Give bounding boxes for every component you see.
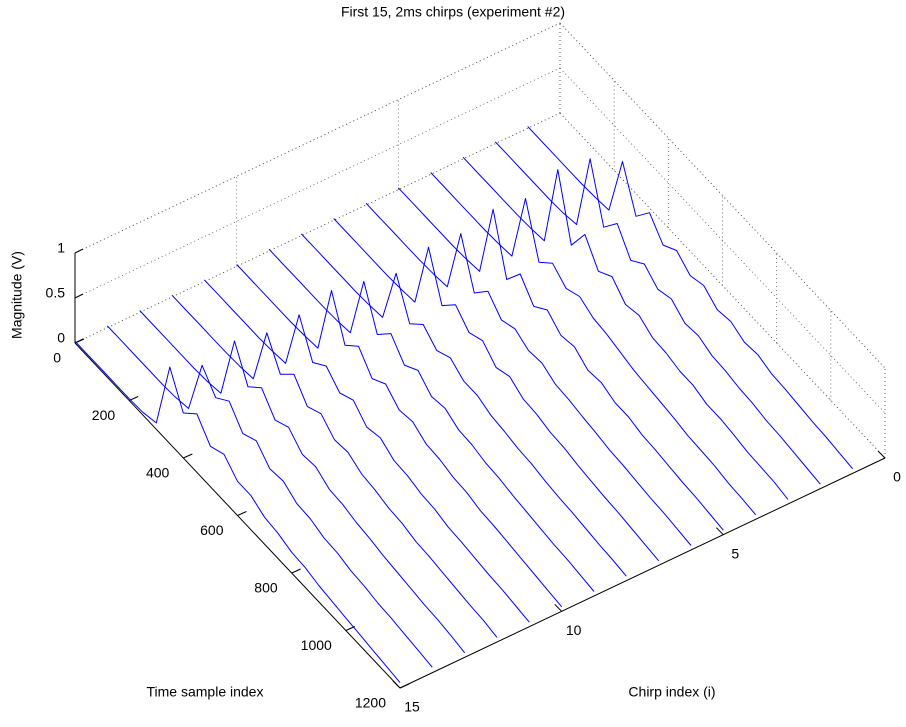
z-tick (74, 293, 84, 299)
x-tick (399, 683, 410, 689)
x-tick-label: 600 (200, 522, 224, 538)
z-tick-label: 1 (57, 240, 65, 256)
chirp-line (527, 126, 854, 470)
chirp-line (365, 202, 692, 546)
chirp-line (333, 218, 660, 562)
z-tick-label: 0.5 (46, 285, 66, 301)
y-axis (399, 457, 886, 689)
x-tick-label: 200 (92, 407, 116, 423)
chirp-line (106, 325, 433, 668)
chirp-line (139, 310, 466, 654)
y-tick (554, 603, 563, 612)
y-tick (877, 450, 886, 459)
chart-title: First 15, 2ms chirps (experiment #2) (341, 4, 565, 20)
y-tick-label: 5 (731, 545, 739, 561)
x-tick-label: 1000 (301, 637, 332, 653)
z-tick-label: 0 (57, 330, 65, 346)
y-axis-label: Chirp index (i) (628, 684, 715, 700)
z-tick (74, 248, 84, 254)
y-tick-label: 10 (566, 622, 582, 638)
y-tick-label: 15 (404, 699, 420, 715)
chirp-line (494, 141, 821, 485)
x-tick-label: 0 (53, 350, 61, 366)
x-tick (237, 511, 247, 516)
x-tick-label: 1200 (355, 695, 386, 711)
chirp-line (300, 233, 627, 577)
z-axis-label: Magnitude (V) (9, 251, 25, 339)
grid-line (74, 67, 561, 299)
chirp-line (203, 279, 530, 623)
y-tick (392, 680, 401, 689)
grid-line (559, 22, 886, 369)
grid-line (74, 22, 561, 254)
x-tick (291, 568, 301, 574)
chirp-line (430, 172, 757, 516)
chirp-line (268, 248, 595, 592)
x-tick (183, 453, 193, 459)
grid-line (74, 112, 561, 344)
y-tick-label: 0 (893, 469, 901, 485)
chirp-line (462, 156, 789, 500)
chirp-line (397, 187, 724, 531)
chirp-line (74, 340, 401, 683)
y-tick (715, 527, 724, 536)
x-tick-label: 800 (254, 580, 278, 596)
chirp-line (171, 294, 498, 638)
x-axis-label: Time sample index (147, 684, 264, 700)
chirp-line (236, 264, 563, 608)
x-tick-label: 400 (146, 465, 170, 481)
